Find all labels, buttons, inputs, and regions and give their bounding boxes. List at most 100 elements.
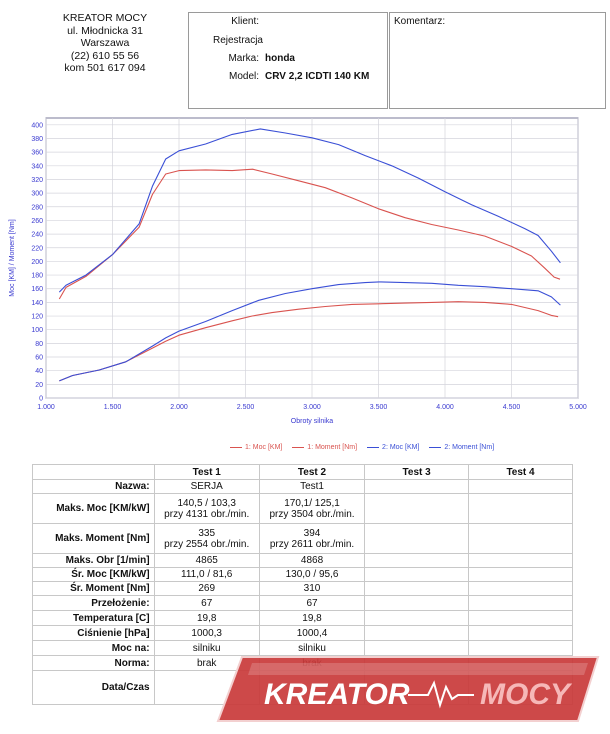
test3-value xyxy=(364,523,470,554)
y-tick-label: 320 xyxy=(31,177,43,184)
kreator-mocy-logo: KREATOR MOCY xyxy=(216,656,600,722)
series-line-1 xyxy=(59,301,559,382)
client-label: Klient: xyxy=(231,16,259,27)
header-test-3: Test 3 xyxy=(364,464,470,480)
test1-value: 4865 xyxy=(153,553,260,568)
test2-value: Test1 xyxy=(258,479,366,494)
test1-sub: przy 4131 obr./min. xyxy=(164,508,250,520)
table-row: Maks. Moc [KM/kW] 140,5 / 103,3 przy 4131… xyxy=(32,493,573,524)
series-line-2 xyxy=(58,168,561,300)
make-label: Marka: xyxy=(228,53,259,64)
test2-main: 170,1/ 125,1 xyxy=(284,497,340,509)
company-phone: (22) 610 55 56 xyxy=(70,49,140,62)
y-tick-label: 120 xyxy=(31,314,43,321)
row-label: Śr. Moment [Nm] xyxy=(32,581,155,596)
test1-value: 19,8 xyxy=(153,610,260,626)
table-row: Temperatura [C] 19,8 19,8 xyxy=(32,610,573,626)
table-row: Śr. Moment [Nm] 269 310 xyxy=(32,581,573,596)
y-tick-label: 280 xyxy=(31,204,43,211)
test4-value xyxy=(468,595,573,611)
test1-value: 1000,3 xyxy=(153,625,260,641)
x-tick-label: 3.000 xyxy=(303,404,321,411)
test2-value: 394 przy 2611 obr./min. xyxy=(258,523,366,554)
series-line-4 xyxy=(58,128,561,293)
row-label: Nazwa: xyxy=(32,479,155,494)
test4-value xyxy=(468,581,573,596)
row-label: Moc na: xyxy=(32,640,155,656)
legend-swatch xyxy=(230,446,242,448)
x-axis-ticks: 1.000 1.500 2.000 2.500 3.000 3.500 4.000 4.500… xyxy=(37,404,587,411)
table-row: Śr. Moc [KM/kW] 111,0 / 81,6 130,0 / 95,… xyxy=(32,567,573,582)
y-tick-label: 20 xyxy=(35,382,43,389)
row-label: Maks. Obr [1/min] xyxy=(32,553,155,568)
row-label: Maks. Moment [Nm] xyxy=(32,523,155,554)
make-value: honda xyxy=(265,53,295,64)
x-tick-label: 2.500 xyxy=(237,404,255,411)
company-street: ul. Młodnicka 31 xyxy=(67,24,143,37)
row-label: Śr. Moc [KM/kW] xyxy=(32,567,155,582)
legend-label: 2: Moment [Nm] xyxy=(444,444,495,451)
comment-box: Komentarz: xyxy=(389,12,606,109)
y-tick-label: 240 xyxy=(31,232,43,239)
legend-item: 2: Moment [Nm] xyxy=(429,444,494,451)
header-empty xyxy=(32,464,155,480)
chart-legend: 1: Moc [KM] 1: Moment [Nm] 2: Moc [KM] 2… xyxy=(230,444,502,451)
results-table: Test 1 Test 2 Test 3 Test 4 Nazwa: SERJA… xyxy=(32,464,573,705)
comment-label: Komentarz: xyxy=(394,16,446,27)
x-tick-label: 5.000 xyxy=(569,404,587,411)
test3-value xyxy=(364,610,470,626)
row-label: Ciśnienie [hPa] xyxy=(32,625,155,641)
y-tick-label: 140 xyxy=(31,300,43,307)
legend-item: 1: Moc [KM] xyxy=(230,444,282,451)
test4-value xyxy=(468,479,573,494)
test2-value: 19,8 xyxy=(258,610,366,626)
y-tick-label: 60 xyxy=(35,355,43,362)
y-tick-label: 400 xyxy=(31,122,43,129)
test3-value xyxy=(364,581,470,596)
header-test-1: Test 1 xyxy=(153,464,260,480)
header-test-4: Test 4 xyxy=(468,464,573,480)
logo-text-kreator: KREATOR xyxy=(264,678,410,711)
test1-value: 111,0 / 81,6 xyxy=(153,567,260,582)
model-label: Model: xyxy=(228,71,259,82)
y-tick-label: 200 xyxy=(31,259,43,266)
model-row: Model: CRV 2,2 ICDTI 140 KM xyxy=(189,71,387,85)
y-tick-label: 380 xyxy=(31,136,43,143)
test4-value xyxy=(468,567,573,582)
y-axis-ticks: 0 20 40 60 80 100 120 140 160 180 200 220 240 260 280 3… xyxy=(31,122,43,402)
test2-value: 67 xyxy=(258,595,366,611)
table-row: Ciśnienie [hPa] 1000,3 1000,4 xyxy=(32,625,573,641)
test2-main: 394 xyxy=(303,527,321,539)
test3-value xyxy=(364,493,470,524)
test2-value: 4868 xyxy=(258,553,366,568)
x-tick-label: 1.500 xyxy=(104,404,122,411)
company-info: KREATOR MOCY ul. Młodnicka 31 Warszawa (… xyxy=(30,12,180,75)
dyno-chart: 0 20 40 60 80 100 120 140 160 180 200 220 240 260 280 3… xyxy=(9,117,587,425)
test3-value xyxy=(364,567,470,582)
test4-value xyxy=(468,553,573,568)
logo-badge xyxy=(216,656,600,722)
legend-item: 1: Moment [Nm] xyxy=(292,444,357,451)
registration-label: Rejestracja xyxy=(212,35,263,46)
row-label: Data/Czas xyxy=(32,670,155,705)
test2-value: 1000,4 xyxy=(258,625,366,641)
registration-row: Rejestracja xyxy=(189,35,387,49)
test2-value: 310 xyxy=(258,581,366,596)
logo-text-mocy: MOCY xyxy=(480,678,573,711)
y-tick-label: 220 xyxy=(31,245,43,252)
model-value: CRV 2,2 ICDTI 140 KM xyxy=(265,71,370,82)
test1-sub: przy 2554 obr./min. xyxy=(164,538,250,550)
client-row: Klient: xyxy=(189,16,387,30)
legend-label: 1: Moment [Nm] xyxy=(307,444,358,451)
y-axis-label: Moc [KM] / Moment [Nm] xyxy=(9,219,16,296)
table-row: Nazwa: SERJA Test1 xyxy=(32,479,573,494)
table-row: Przełożenie: 67 67 xyxy=(32,595,573,611)
table-row: Maks. Obr [1/min] 4865 4868 xyxy=(32,553,573,568)
test1-value: 335 przy 2554 obr./min. xyxy=(153,523,260,554)
company-city: Warszawa xyxy=(80,37,130,49)
table-row: Maks. Moment [Nm] 335 przy 2554 obr./min.… xyxy=(32,523,573,554)
y-tick-label: 0 xyxy=(39,396,43,403)
y-tick-label: 80 xyxy=(35,341,43,348)
chart-grid xyxy=(45,118,579,399)
test1-value: SERJA xyxy=(153,479,260,494)
